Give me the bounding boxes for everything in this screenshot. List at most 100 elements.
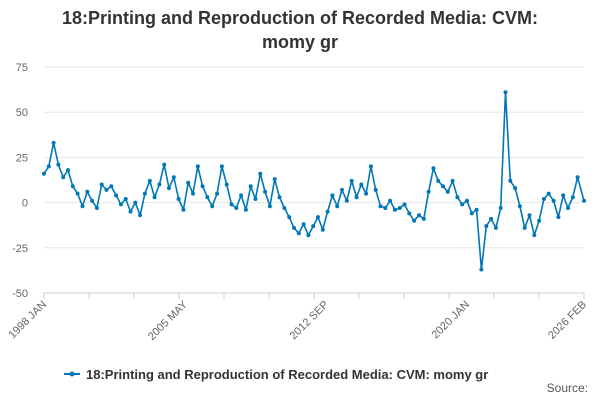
data-point[interactable] bbox=[445, 189, 450, 194]
data-point[interactable] bbox=[582, 198, 586, 203]
data-point[interactable] bbox=[94, 206, 99, 210]
data-point[interactable] bbox=[498, 206, 503, 210]
data-point[interactable] bbox=[426, 189, 431, 194]
data-point[interactable] bbox=[157, 182, 162, 187]
data-point[interactable] bbox=[248, 184, 253, 189]
data-point[interactable] bbox=[359, 182, 364, 187]
data-point[interactable] bbox=[455, 195, 460, 200]
data-point[interactable] bbox=[306, 233, 311, 238]
data-point[interactable] bbox=[243, 207, 248, 212]
data-point[interactable] bbox=[450, 178, 455, 183]
data-point[interactable] bbox=[205, 195, 210, 200]
data-point[interactable] bbox=[234, 206, 239, 210]
data-point[interactable] bbox=[566, 206, 570, 210]
data-point[interactable] bbox=[258, 171, 263, 176]
data-point[interactable] bbox=[397, 206, 402, 210]
legend[interactable]: 18:Printing and Reproduction of Recorded… bbox=[64, 367, 488, 382]
data-point[interactable] bbox=[263, 189, 268, 194]
data-point[interactable] bbox=[330, 193, 335, 198]
data-point[interactable] bbox=[80, 204, 85, 209]
data-point[interactable] bbox=[335, 204, 340, 209]
data-point[interactable] bbox=[325, 209, 330, 214]
data-point[interactable] bbox=[479, 267, 484, 272]
data-point[interactable] bbox=[282, 206, 287, 210]
data-point[interactable] bbox=[417, 213, 421, 218]
data-point[interactable] bbox=[215, 191, 220, 196]
data-point[interactable] bbox=[503, 90, 508, 95]
data-point[interactable] bbox=[402, 202, 407, 207]
data-point[interactable] bbox=[344, 198, 349, 203]
data-point[interactable] bbox=[61, 175, 66, 180]
data-point[interactable] bbox=[123, 197, 128, 201]
data-point[interactable] bbox=[51, 140, 56, 145]
data-point[interactable] bbox=[508, 178, 513, 183]
data-point[interactable] bbox=[546, 191, 551, 196]
data-point[interactable] bbox=[354, 195, 359, 200]
data-point[interactable] bbox=[296, 231, 301, 236]
data-point[interactable] bbox=[75, 191, 80, 196]
data-point[interactable] bbox=[474, 207, 479, 212]
data-point[interactable] bbox=[287, 215, 292, 220]
data-point[interactable] bbox=[147, 178, 152, 183]
data-point[interactable] bbox=[368, 164, 373, 169]
data-point[interactable] bbox=[378, 204, 383, 209]
data-point[interactable] bbox=[541, 197, 546, 201]
data-point[interactable] bbox=[316, 215, 320, 220]
data-point[interactable] bbox=[441, 184, 445, 189]
data-point[interactable] bbox=[527, 213, 532, 218]
data-point[interactable] bbox=[311, 224, 316, 229]
data-point[interactable] bbox=[373, 187, 378, 192]
data-point[interactable] bbox=[46, 164, 51, 169]
data-point[interactable] bbox=[556, 215, 561, 220]
data-point[interactable] bbox=[407, 211, 412, 216]
data-point[interactable] bbox=[181, 207, 186, 212]
data-point[interactable] bbox=[412, 218, 417, 223]
data-point[interactable] bbox=[70, 184, 75, 189]
data-point[interactable] bbox=[210, 204, 215, 209]
data-point[interactable] bbox=[561, 193, 566, 198]
data-point[interactable] bbox=[493, 225, 498, 230]
data-point[interactable] bbox=[152, 195, 157, 200]
data-point[interactable] bbox=[138, 213, 143, 218]
data-point[interactable] bbox=[484, 224, 489, 229]
data-point[interactable] bbox=[320, 227, 325, 232]
data-point[interactable] bbox=[66, 168, 70, 173]
data-point[interactable] bbox=[186, 180, 191, 185]
data-point[interactable] bbox=[200, 184, 205, 189]
data-point[interactable] bbox=[191, 191, 195, 196]
data-point[interactable] bbox=[431, 166, 436, 171]
data-point[interactable] bbox=[465, 198, 469, 203]
data-point[interactable] bbox=[364, 191, 369, 196]
data-point[interactable] bbox=[109, 184, 114, 189]
data-point[interactable] bbox=[99, 182, 104, 187]
data-point[interactable] bbox=[532, 233, 537, 238]
data-point[interactable] bbox=[142, 191, 147, 196]
data-point[interactable] bbox=[267, 204, 272, 209]
data-point[interactable] bbox=[436, 178, 441, 183]
data-point[interactable] bbox=[224, 182, 229, 187]
data-point[interactable] bbox=[383, 206, 388, 210]
data-point[interactable] bbox=[277, 195, 282, 200]
data-point[interactable] bbox=[392, 207, 397, 212]
data-point[interactable] bbox=[570, 195, 575, 200]
data-point[interactable] bbox=[114, 193, 119, 198]
data-point[interactable] bbox=[56, 162, 61, 167]
data-point[interactable] bbox=[469, 211, 474, 216]
data-point[interactable] bbox=[460, 202, 465, 207]
data-point[interactable] bbox=[489, 216, 494, 221]
data-point[interactable] bbox=[301, 222, 306, 227]
data-point[interactable] bbox=[340, 187, 344, 192]
data-point[interactable] bbox=[195, 164, 200, 169]
data-point[interactable] bbox=[517, 204, 522, 209]
data-point[interactable] bbox=[551, 198, 556, 203]
data-point[interactable] bbox=[42, 171, 46, 176]
data-point[interactable] bbox=[162, 162, 167, 167]
data-point[interactable] bbox=[272, 177, 277, 182]
data-point[interactable] bbox=[388, 198, 393, 203]
data-point[interactable] bbox=[575, 175, 580, 180]
data-point[interactable] bbox=[85, 189, 90, 194]
data-point[interactable] bbox=[118, 202, 123, 207]
legend-series-label[interactable]: 18:Printing and Reproduction of Recorded… bbox=[86, 367, 488, 382]
data-point[interactable] bbox=[513, 186, 518, 191]
data-point[interactable] bbox=[292, 225, 296, 230]
